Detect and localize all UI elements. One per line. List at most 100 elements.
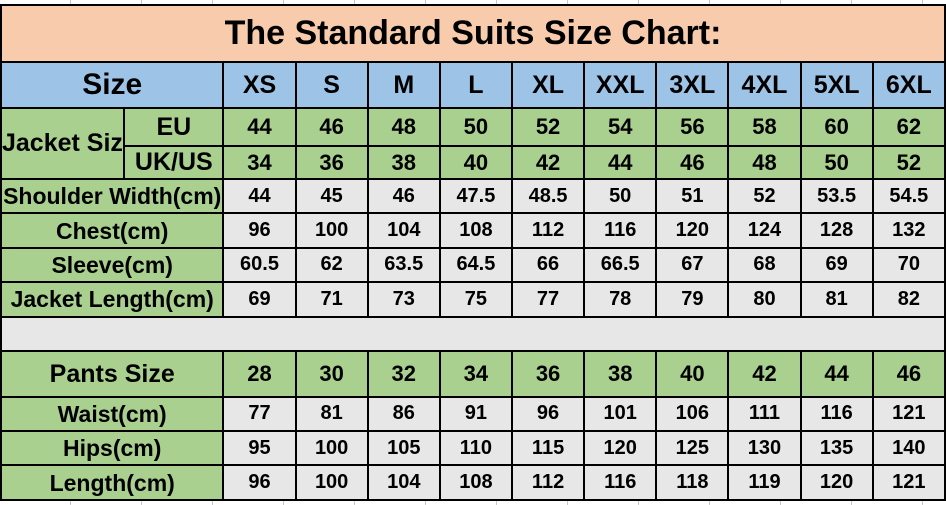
- waist-value: 86: [366, 395, 441, 433]
- shoulder-width-value: 47.5: [438, 178, 513, 215]
- shoulder-width-label: Shoulder Width(cm): [0, 178, 225, 215]
- pants-length-value: 116: [583, 464, 658, 501]
- size-col-header-l: L: [438, 61, 513, 110]
- sleeve-value: 69: [799, 246, 874, 284]
- sleeve-value: 64.5: [438, 246, 513, 284]
- size-col-header-xl: XL: [510, 61, 586, 110]
- jacket-eu-value: 48: [366, 107, 441, 147]
- hips-value: 115: [510, 430, 586, 467]
- jacket-ukus-value: 44: [583, 144, 658, 181]
- jacket-ukus-value: 34: [222, 144, 297, 181]
- chest-value: 132: [871, 212, 946, 249]
- jacket-eu-value: 60: [799, 107, 874, 147]
- size-col-header-5xl: 5XL: [799, 61, 874, 110]
- sleeve-value: 68: [727, 246, 802, 284]
- pants-length-label: Length(cm): [0, 464, 225, 501]
- size-col-header-6xl: 6XL: [871, 61, 946, 110]
- chest-value: 128: [799, 212, 874, 249]
- pants-size-value: 46: [871, 349, 946, 398]
- jacket-ukus-value: 52: [871, 144, 946, 181]
- pants-length-value: 119: [727, 464, 802, 501]
- hips-value: 95: [222, 430, 297, 467]
- jacket-length-value: 69: [222, 281, 297, 318]
- jacket-eu-row: Jacket Size EU 44 46 48 50 52 54 56 58 6…: [0, 107, 946, 181]
- jacket-eu-value: 58: [727, 107, 802, 147]
- sleeve-label: Sleeve(cm): [0, 246, 225, 284]
- pants-size-row: Pants Size 28 30 32 34 36 38 40 42 44 46: [0, 349, 946, 398]
- jacket-eu-value: 50: [438, 107, 513, 147]
- chest-label: Chest(cm): [0, 212, 225, 249]
- chest-value: 96: [222, 212, 297, 249]
- jacket-length-value: 77: [510, 281, 586, 318]
- shoulder-width-value: 51: [655, 178, 730, 215]
- pants-length-row: Length(cm) 96 100 104 108 112 116 118 11…: [0, 464, 946, 501]
- jacket-eu-value: 44: [222, 107, 297, 147]
- hips-value: 120: [583, 430, 658, 467]
- size-col-header-xxl: XXL: [583, 61, 658, 110]
- jacket-length-value: 73: [366, 281, 441, 318]
- size-col-header-m: M: [366, 61, 441, 110]
- pants-length-value: 112: [510, 464, 586, 501]
- waist-value: 91: [438, 395, 513, 433]
- pants-size-label: Pants Size: [0, 349, 225, 398]
- shoulder-width-row: Shoulder Width(cm) 44 45 46 47.5 48.5 50…: [0, 178, 946, 215]
- hips-value: 140: [871, 430, 946, 467]
- pants-length-value: 108: [438, 464, 513, 501]
- chest-value: 100: [294, 212, 369, 249]
- spacer-cell: [0, 315, 946, 352]
- chest-value: 108: [438, 212, 513, 249]
- jacket-eu-label: EU: [123, 107, 225, 147]
- jacket-length-value: 71: [294, 281, 369, 318]
- chest-value: 120: [655, 212, 730, 249]
- jacket-length-value: 75: [438, 281, 513, 318]
- hips-row: Hips(cm) 95 100 105 110 115 120 125 130 …: [0, 430, 946, 467]
- jacket-ukus-value: 38: [366, 144, 441, 181]
- size-col-header-s: S: [294, 61, 369, 110]
- waist-value: 81: [294, 395, 369, 433]
- pants-size-value: 28: [222, 349, 297, 398]
- jacket-length-row: Jacket Length(cm) 69 71 73 75 77 78 79 8…: [0, 281, 946, 318]
- pants-size-value: 30: [294, 349, 369, 398]
- jacket-ukus-row: UK/US 34 36 38 40 42 44 46 48 50 52: [1, 144, 946, 181]
- pants-length-value: 96: [222, 464, 297, 501]
- size-col-header-3xl: 3XL: [655, 61, 730, 110]
- spacer-row: [0, 315, 946, 352]
- shoulder-width-value: 50: [583, 178, 658, 215]
- shoulder-width-value: 46: [366, 178, 441, 215]
- size-col-header-4xl: 4XL: [727, 61, 802, 110]
- chest-value: 104: [366, 212, 441, 249]
- size-col-header-xs: XS: [222, 61, 297, 110]
- pants-length-value: 121: [871, 464, 946, 501]
- size-header-cell: Size: [0, 61, 225, 110]
- size-chart-table: The Standard Suits Size Chart: Size XS S…: [0, 3, 946, 501]
- shoulder-width-value: 53.5: [799, 178, 874, 215]
- sleeve-value: 66: [510, 246, 586, 284]
- pants-size-value: 34: [438, 349, 513, 398]
- waist-value: 101: [583, 395, 658, 433]
- jacket-length-value: 80: [727, 281, 802, 318]
- waist-label: Waist(cm): [0, 395, 225, 433]
- sleeve-value: 70: [871, 246, 946, 284]
- waist-value: 96: [510, 395, 586, 433]
- jacket-length-label: Jacket Length(cm): [0, 281, 225, 318]
- sleeve-value: 63.5: [366, 246, 441, 284]
- jacket-ukus-value: 36: [294, 144, 369, 181]
- hips-label: Hips(cm): [0, 430, 225, 467]
- sleeve-value: 62: [294, 246, 369, 284]
- sleeve-value: 60.5: [222, 246, 297, 284]
- pants-size-value: 44: [799, 349, 874, 398]
- shoulder-width-value: 45: [294, 178, 369, 215]
- jacket-ukus-value: 46: [655, 144, 730, 181]
- sleeve-value: 67: [655, 246, 730, 284]
- hips-value: 105: [366, 430, 441, 467]
- shoulder-width-value: 54.5: [871, 178, 946, 215]
- pants-size-value: 38: [583, 349, 658, 398]
- shoulder-width-value: 52: [727, 178, 802, 215]
- jacket-ukus-value: 42: [510, 144, 586, 181]
- pants-size-value: 40: [655, 349, 730, 398]
- waist-value: 121: [871, 395, 946, 433]
- jacket-length-value: 79: [655, 281, 730, 318]
- jacket-eu-value: 46: [294, 107, 369, 147]
- jacket-eu-value: 56: [655, 107, 730, 147]
